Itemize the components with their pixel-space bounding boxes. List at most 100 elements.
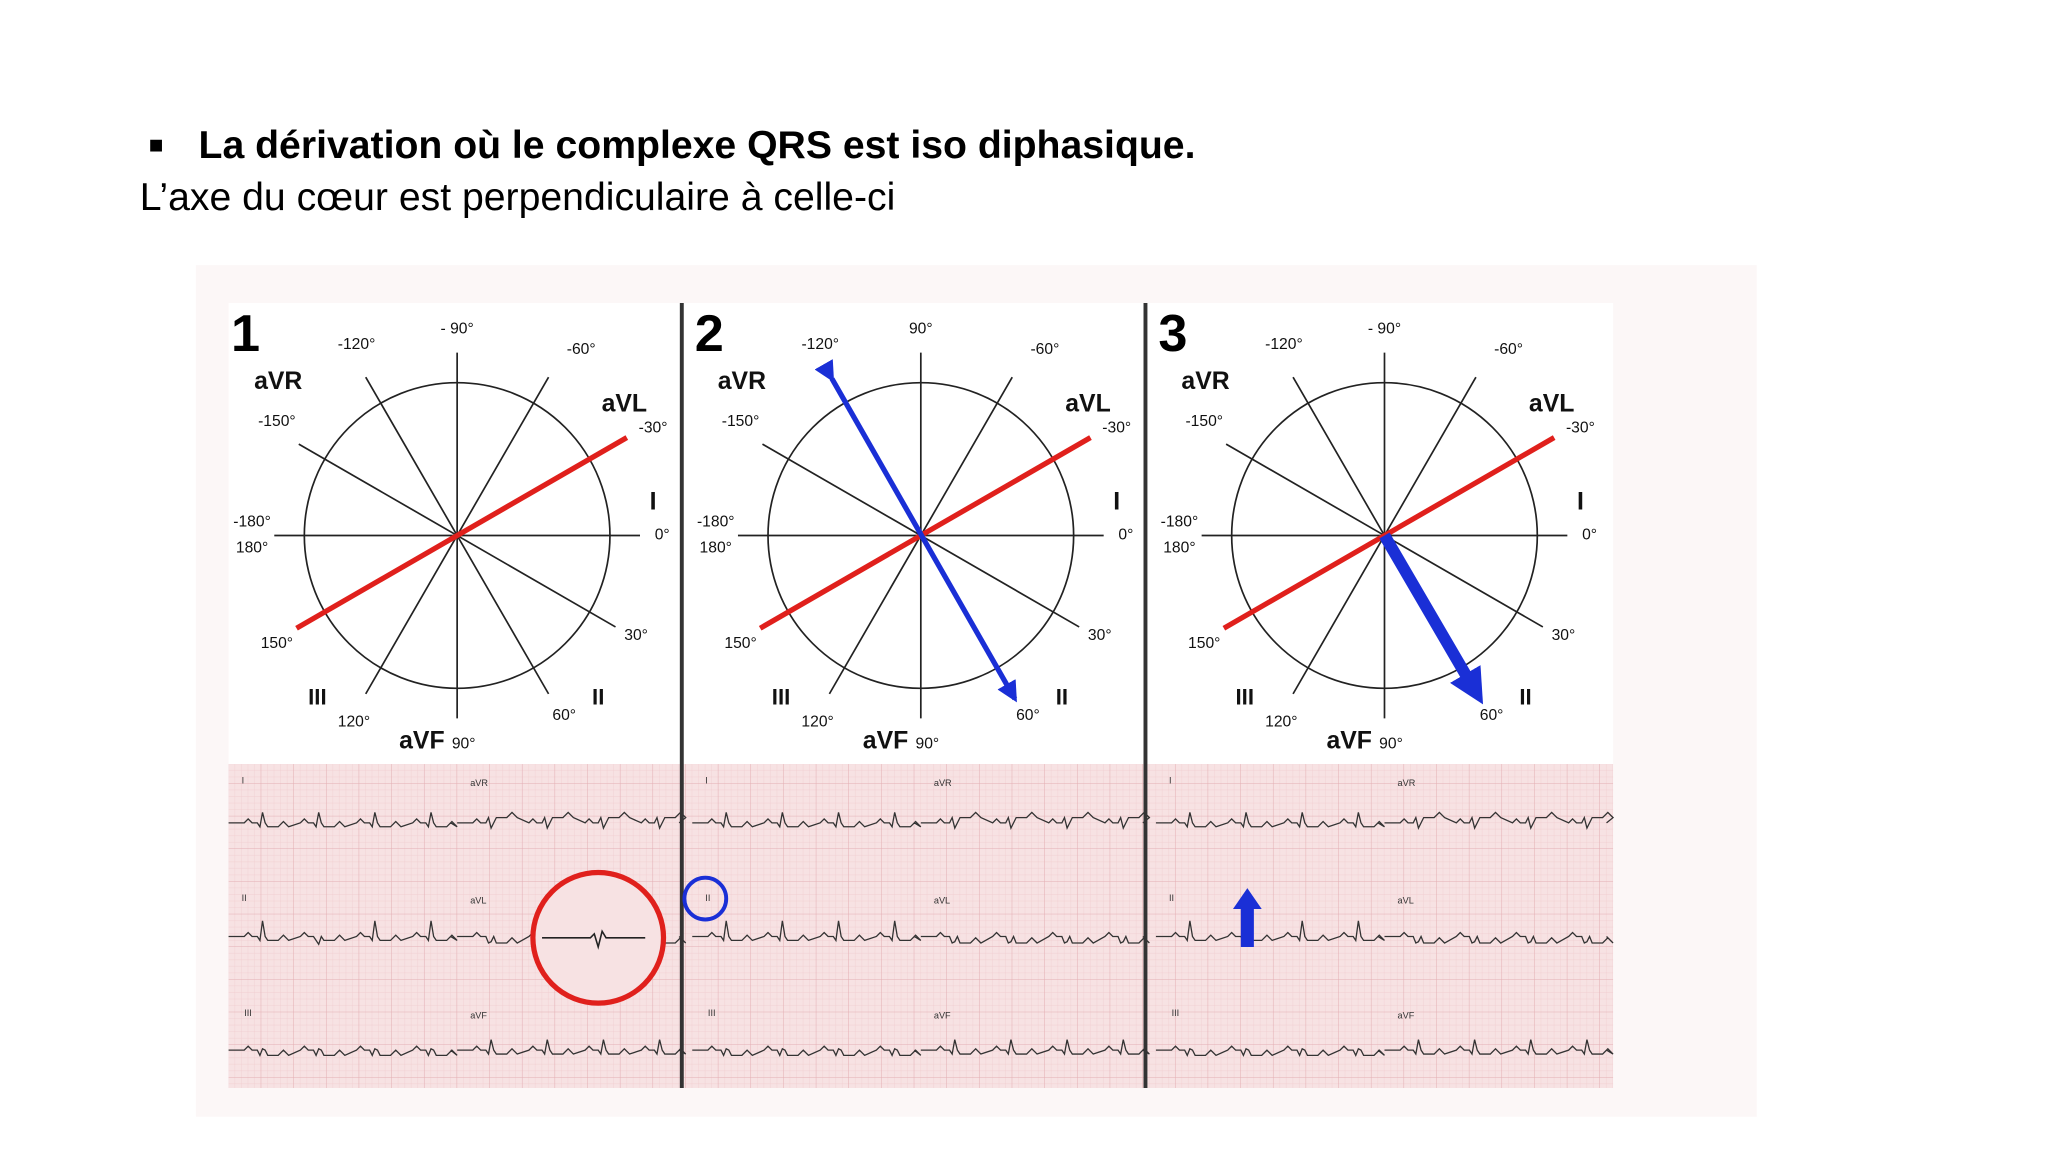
- axis-label: -30°: [1566, 420, 1595, 437]
- axis-label: 90°: [452, 736, 476, 753]
- axis-arrow: [1379, 532, 1484, 705]
- ecg-trace: [1384, 931, 1614, 944]
- lead-label: aVF: [470, 1011, 487, 1021]
- axis-label: aVF: [863, 727, 908, 754]
- ecg-trace: [920, 811, 1151, 830]
- lead-label: III: [708, 1008, 716, 1018]
- axis-label: - 90°: [1368, 320, 1401, 337]
- axis-label: 120°: [801, 713, 833, 730]
- ecg-trace: [692, 812, 922, 829]
- axis-label: 0°: [655, 527, 670, 544]
- axis-label: aVL: [602, 390, 647, 417]
- axis-label: II: [592, 685, 604, 710]
- axis-label: -180°: [233, 514, 271, 531]
- lead-label: aVL: [1398, 896, 1414, 906]
- axis-label: -60°: [1030, 341, 1059, 358]
- lead-label: II: [1169, 893, 1174, 903]
- ecg-trace: [1155, 812, 1385, 829]
- ecg-trace: [228, 920, 458, 946]
- axis-label: 60°: [1480, 707, 1504, 724]
- axis-label: I: [650, 488, 657, 515]
- axis-label: -180°: [1161, 514, 1199, 531]
- axis-label: aVR: [254, 368, 302, 395]
- axis-label: -180°: [697, 514, 735, 531]
- axis-label: II: [1056, 685, 1068, 710]
- lead-label: aVF: [934, 1011, 951, 1021]
- bullet-title: La dérivation où le complexe QRS est iso…: [199, 124, 1196, 167]
- axis-label: aVF: [399, 727, 444, 754]
- panel-number: 1: [231, 305, 260, 363]
- axis-label: 0°: [1118, 527, 1133, 544]
- ecg-trace: [1384, 811, 1615, 830]
- axis-label: 60°: [552, 707, 576, 724]
- lead-label: III: [1172, 1008, 1180, 1018]
- panel-number: 3: [1158, 305, 1187, 363]
- axis-label: aVR: [718, 368, 766, 395]
- highlight-circle: [530, 869, 667, 1006]
- axis-label: - 90°: [441, 320, 474, 337]
- axis-label: II: [1519, 685, 1531, 710]
- lead-label: aVR: [934, 778, 952, 788]
- axis-label: -30°: [639, 420, 668, 437]
- ecg-trace: [457, 811, 687, 830]
- lead-label: III: [244, 1008, 252, 1018]
- axis-label: 90°: [1379, 736, 1403, 753]
- zoomed-complex: [542, 929, 646, 950]
- axis-arrow: [814, 359, 1018, 703]
- axis-label: 30°: [624, 627, 648, 644]
- ecg-trace: [1155, 920, 1385, 943]
- axis-label: I: [1113, 488, 1120, 515]
- axis-label: aVF: [1326, 727, 1371, 754]
- axis-label: -150°: [258, 413, 296, 430]
- axis-label: aVR: [1181, 368, 1229, 395]
- axis-label: -120°: [801, 336, 839, 353]
- ecg-trace: [228, 1045, 458, 1057]
- axis-label: III: [772, 685, 791, 710]
- axis-label: -120°: [338, 336, 376, 353]
- axis-label: 60°: [1016, 707, 1040, 724]
- axis-label: 150°: [1188, 635, 1220, 652]
- panels: 1 -120° - 90° -60° aVR aVL -150° -30° I -180° 0° 18…: [228, 303, 1615, 1088]
- lead-label: II: [705, 893, 710, 903]
- axis-label: 150°: [724, 635, 756, 652]
- iso-lead-line: [295, 435, 629, 631]
- axis-label: 150°: [261, 635, 293, 652]
- ecg-grid: [228, 764, 1614, 1088]
- lead-label: I: [705, 775, 708, 785]
- lead-label: aVF: [1398, 1011, 1415, 1021]
- ecg-trace: [692, 920, 922, 943]
- lead-label: aVL: [470, 896, 486, 906]
- highlight-circle: [682, 875, 729, 922]
- axis-label: 180°: [700, 540, 732, 557]
- subtitle: L’axe du cœur est perpendiculaire à cell…: [140, 176, 896, 219]
- axis-label: III: [308, 685, 327, 710]
- axis-label: aVL: [1065, 390, 1110, 417]
- ecg-trace: [228, 812, 458, 829]
- axis-label: 30°: [1552, 627, 1576, 644]
- lead-label: aVL: [934, 896, 950, 906]
- ecg-trace: [1384, 1039, 1614, 1056]
- lead-label: II: [242, 893, 247, 903]
- ecg-trace: [457, 1039, 687, 1056]
- axis-label: 120°: [338, 713, 370, 730]
- ecg-trace: [692, 1045, 922, 1057]
- axis-label: 90°: [909, 320, 933, 337]
- ecg-trace: [1155, 1045, 1385, 1057]
- axis-label: -150°: [722, 413, 760, 430]
- axis-label: -150°: [1185, 413, 1223, 430]
- lead-label: aVR: [1398, 778, 1416, 788]
- axis-label: 180°: [1163, 540, 1195, 557]
- axis-label: -60°: [1494, 341, 1523, 358]
- axis-label: -30°: [1102, 420, 1131, 437]
- lead-label: aVR: [470, 778, 488, 788]
- axis-label: III: [1235, 685, 1254, 710]
- panel-number: 2: [695, 305, 724, 363]
- axis-label: -120°: [1265, 336, 1303, 353]
- axis-label: -60°: [567, 341, 596, 358]
- axis-label: 120°: [1265, 713, 1297, 730]
- pointer-arrow: [1232, 888, 1262, 947]
- axis-label: 0°: [1582, 527, 1597, 544]
- bullet: [150, 139, 162, 152]
- axis-label: aVL: [1529, 390, 1574, 417]
